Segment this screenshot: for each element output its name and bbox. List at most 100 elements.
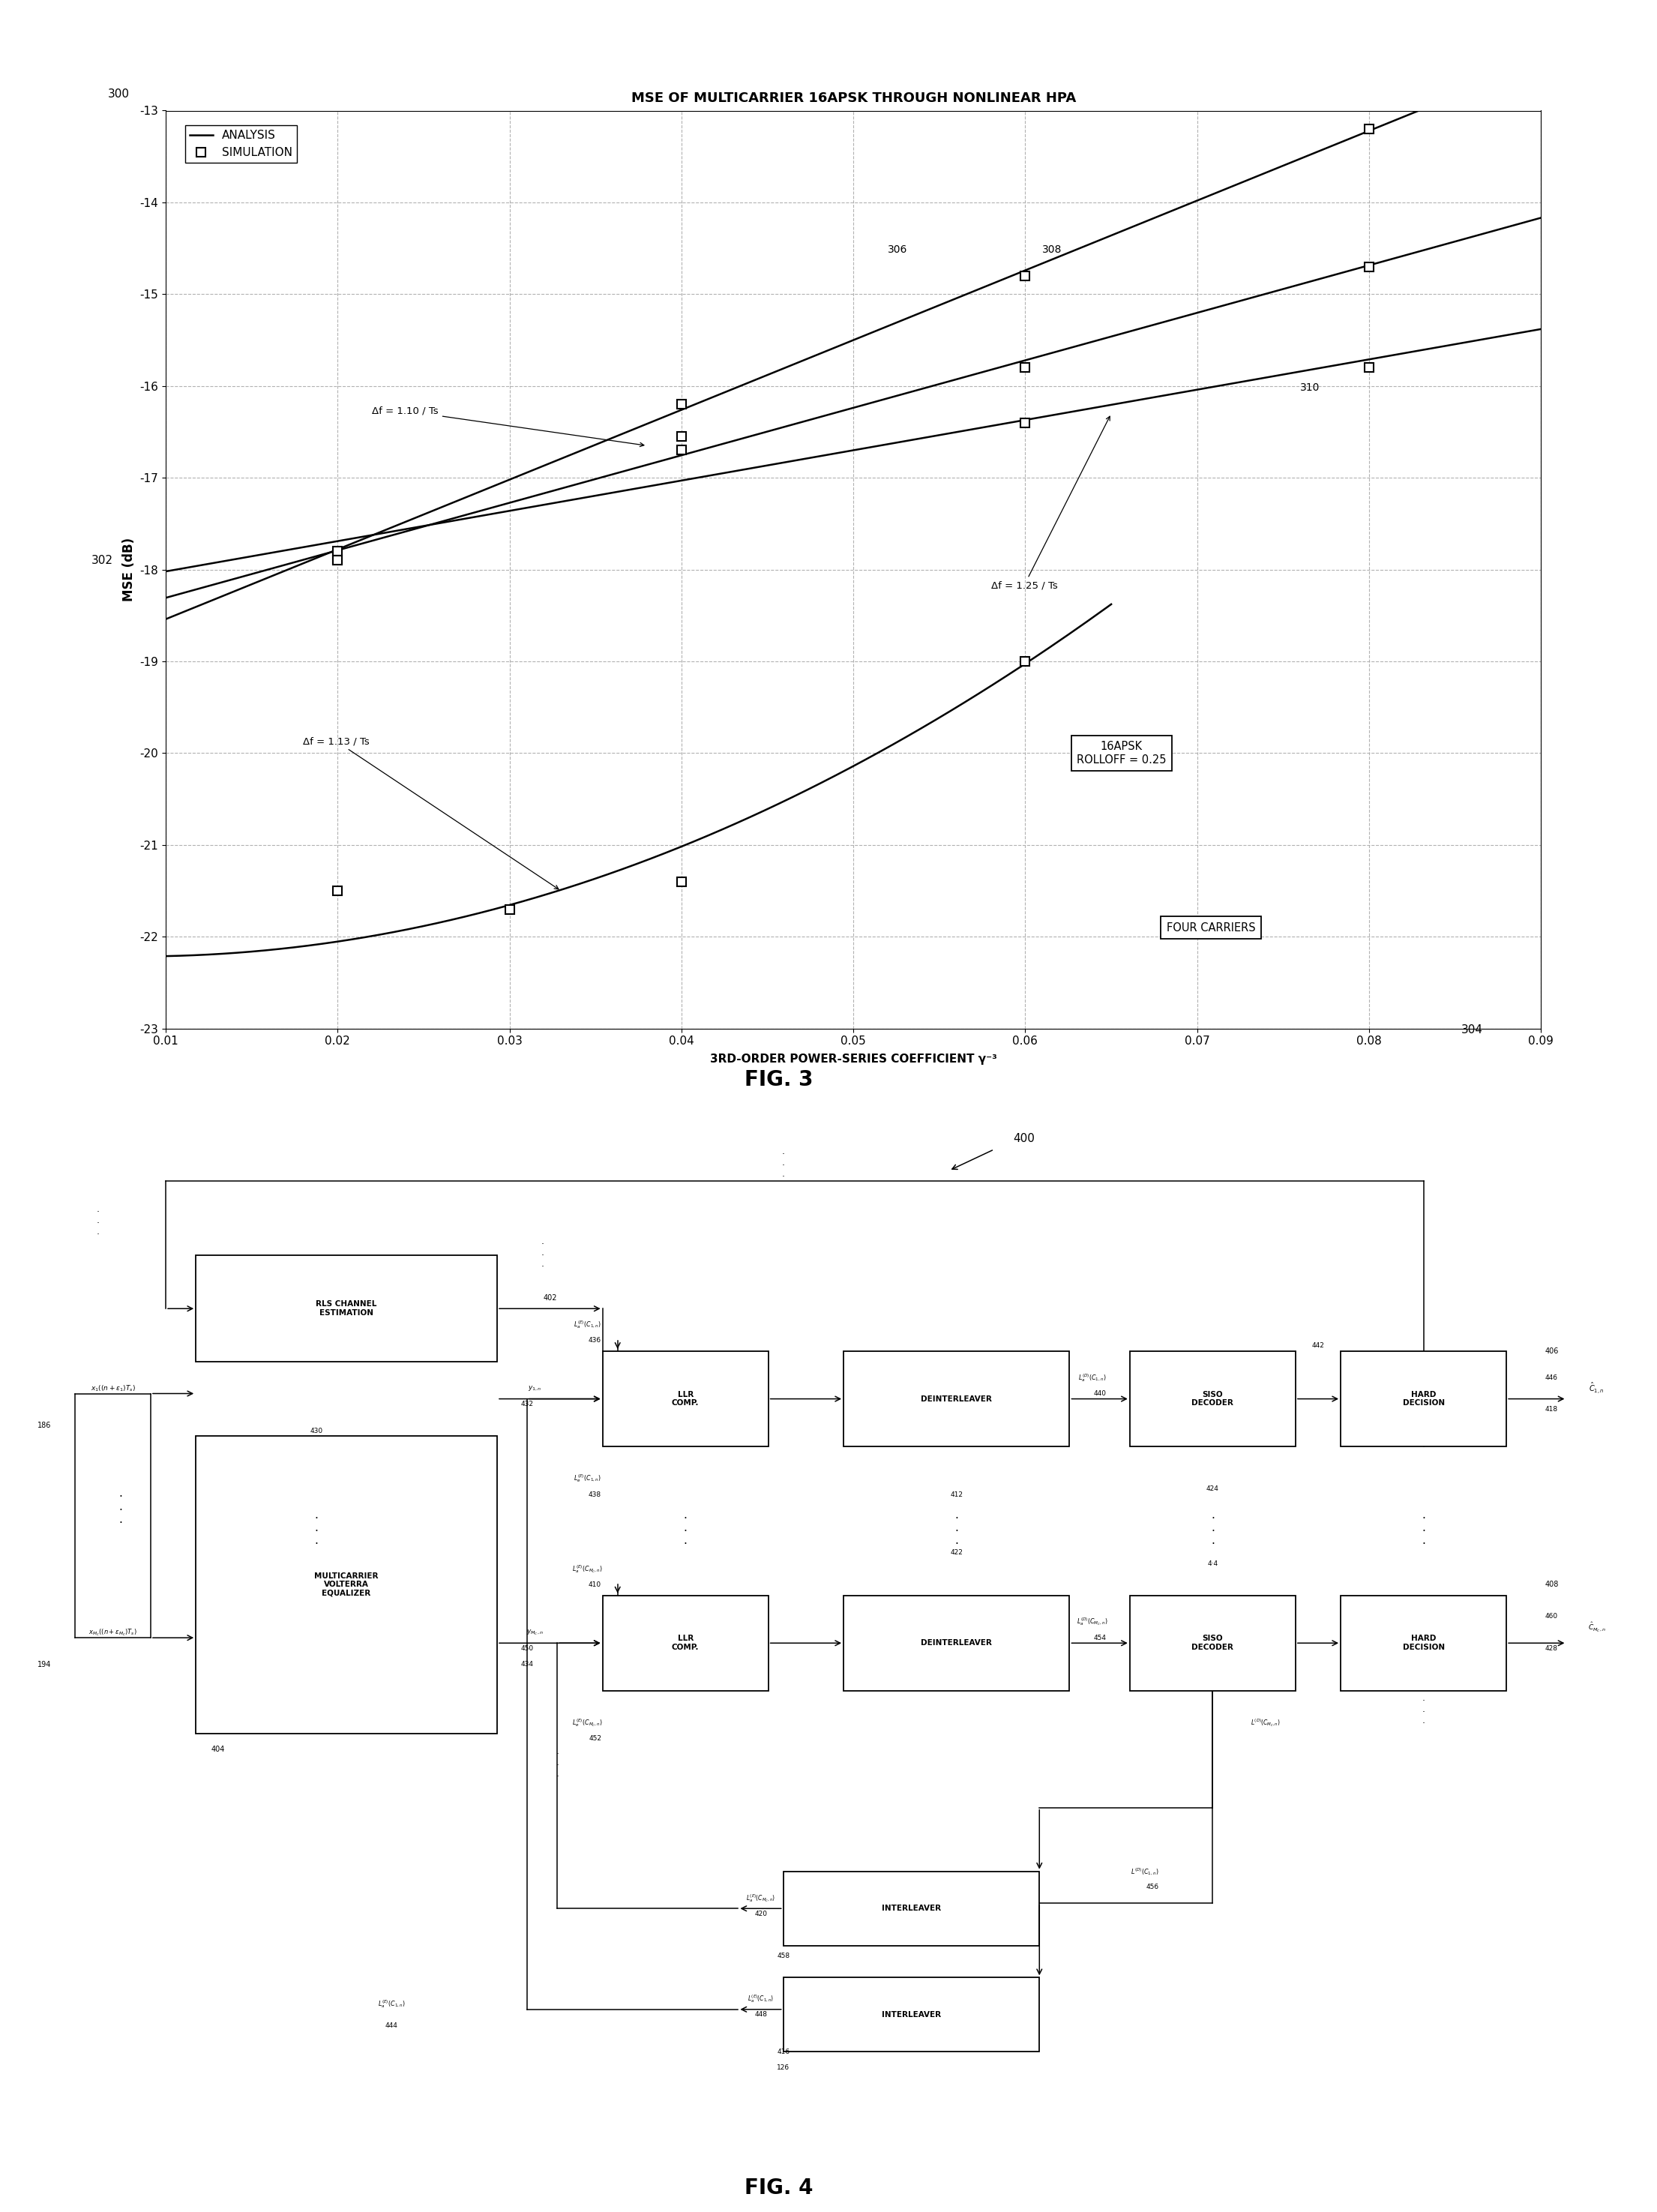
Text: HARD
DECISION: HARD DECISION [1402,1391,1445,1407]
Text: $L_a^{(D)}(C_{M_C,n})$: $L_a^{(D)}(C_{M_C,n})$ [1077,1617,1109,1628]
Text: ·
·
·: · · · [96,1208,99,1239]
Text: $L_a^{(E)}(C_{1,n})$: $L_a^{(E)}(C_{1,n})$ [378,1997,406,2011]
Text: 126: 126 [777,2064,790,2070]
Text: 404: 404 [210,1745,225,1752]
Text: 310: 310 [1301,383,1321,394]
X-axis label: 3RD-ORDER POWER-SERIES COEFFICIENT γ⁻³: 3RD-ORDER POWER-SERIES COEFFICIENT γ⁻³ [709,1053,998,1064]
FancyBboxPatch shape [843,1595,1069,1690]
Text: 438: 438 [588,1491,601,1498]
Text: 424: 424 [1206,1486,1220,1493]
FancyBboxPatch shape [1130,1595,1296,1690]
Text: ·
·
·: · · · [1422,1697,1425,1728]
Text: INTERLEAVER: INTERLEAVER [882,1905,941,1911]
FancyBboxPatch shape [603,1352,769,1447]
Text: SISO
DECODER: SISO DECODER [1191,1635,1233,1650]
Text: ·
·
·: · · · [954,1513,958,1551]
Text: LLR
COMP.: LLR COMP. [671,1391,699,1407]
Text: 406: 406 [1544,1347,1559,1354]
Legend: ANALYSIS, SIMULATION: ANALYSIS, SIMULATION [186,126,297,164]
Text: $L_e^{(E)}(C_{1,n})$: $L_e^{(E)}(C_{1,n})$ [573,1473,601,1484]
Text: 440: 440 [1094,1389,1105,1398]
Text: 458: 458 [777,1953,790,1960]
FancyBboxPatch shape [784,1978,1039,2053]
Text: HARD
DECISION: HARD DECISION [1402,1635,1445,1650]
Text: $x_1((n+\epsilon_1)T_s)$: $x_1((n+\epsilon_1)T_s)$ [91,1382,136,1394]
Text: 308: 308 [1042,246,1062,254]
Text: 408: 408 [1544,1582,1559,1588]
Text: Δf = 1.13 / Ts: Δf = 1.13 / Ts [303,737,558,889]
Text: ·
·
·: · · · [315,1513,318,1551]
Text: 4·4: 4·4 [1208,1559,1218,1566]
FancyBboxPatch shape [843,1352,1069,1447]
Text: $L_e^{(E)}(C_{M_C,n})$: $L_e^{(E)}(C_{M_C,n})$ [572,1717,603,1728]
Text: FIG. 3: FIG. 3 [744,1071,814,1091]
Text: LLR
COMP.: LLR COMP. [671,1635,699,1650]
Text: 450: 450 [520,1646,534,1652]
Text: 418: 418 [1544,1407,1558,1413]
Text: $L_a^{(E)}(C_{1,n})$: $L_a^{(E)}(C_{1,n})$ [747,1993,774,2004]
FancyBboxPatch shape [1341,1352,1506,1447]
Text: $L^{(D)}(C_{M_C,n})$: $L^{(D)}(C_{M_C,n})$ [1251,1717,1281,1728]
Text: FOUR CARRIERS: FOUR CARRIERS [1167,922,1256,933]
Text: ·
·
·: · · · [119,1491,123,1528]
Text: ·
·
·: · · · [1211,1513,1215,1551]
Text: ·
·
·: · · · [782,1150,785,1181]
Text: 304: 304 [1461,1024,1483,1035]
Text: 434: 434 [520,1661,534,1668]
Text: 400: 400 [1014,1133,1036,1144]
Text: 442: 442 [1312,1343,1324,1349]
Text: 454: 454 [1094,1635,1105,1641]
Text: 186: 186 [38,1422,51,1429]
Text: 422: 422 [949,1548,963,1557]
Text: FIG. 4: FIG. 4 [744,2179,814,2199]
Text: 16APSK
ROLLOFF = 0.25: 16APSK ROLLOFF = 0.25 [1077,741,1167,765]
Text: RLS CHANNEL
ESTIMATION: RLS CHANNEL ESTIMATION [316,1301,378,1316]
Text: ·
·
·: · · · [1422,1513,1425,1551]
FancyBboxPatch shape [784,1871,1039,1947]
Text: Δf = 1.25 / Ts: Δf = 1.25 / Ts [991,416,1110,591]
Text: 194: 194 [38,1661,51,1668]
Text: 444: 444 [386,2022,398,2028]
FancyBboxPatch shape [603,1595,769,1690]
Text: DEINTERLEAVER: DEINTERLEAVER [921,1396,993,1402]
Text: $L_a^{(D)}(C_{1,n})$: $L_a^{(D)}(C_{1,n})$ [1079,1371,1107,1382]
Text: 420: 420 [754,1911,767,1918]
Text: 446: 446 [1546,1374,1558,1380]
Y-axis label: MSE (dB): MSE (dB) [123,538,136,602]
Text: $y_{1,n}$: $y_{1,n}$ [529,1385,542,1391]
Text: ·
·
·: · · · [540,1239,543,1272]
Text: ·
·
·: · · · [684,1513,688,1551]
Text: 410: 410 [588,1582,601,1588]
Text: Δf = 1.10 / Ts: Δf = 1.10 / Ts [371,407,645,447]
Text: 436: 436 [588,1336,601,1345]
Text: $L_a^{(E)}(C_{M_C,n})$: $L_a^{(E)}(C_{M_C,n})$ [746,1891,775,1905]
Text: 412: 412 [949,1491,963,1498]
Text: $x_{M_C}((n+\epsilon_{M_C})T_s)$: $x_{M_C}((n+\epsilon_{M_C})T_s)$ [89,1628,138,1637]
Text: 416: 416 [777,2048,790,2055]
Text: $L_a^{(E)}(C_{1,n})$: $L_a^{(E)}(C_{1,n})$ [573,1318,601,1329]
Text: MULTICARRIER
VOLTERRA
EQUALIZER: MULTICARRIER VOLTERRA EQUALIZER [315,1573,378,1597]
Text: 460: 460 [1544,1613,1558,1619]
Text: INTERLEAVER: INTERLEAVER [882,2011,941,2017]
FancyBboxPatch shape [1341,1595,1506,1690]
Text: 402: 402 [543,1294,557,1301]
FancyBboxPatch shape [196,1436,497,1734]
Text: 456: 456 [1147,1885,1158,1891]
Text: $L_a^{(E)}(C_{M_C,n})$: $L_a^{(E)}(C_{M_C,n})$ [572,1564,603,1575]
Text: 448: 448 [754,2011,767,2017]
Text: $L^{(D)}(C_{1,n})$: $L^{(D)}(C_{1,n})$ [1130,1867,1158,1876]
Text: $\hat{C}_{M_C,n}$: $\hat{C}_{M_C,n}$ [1587,1621,1606,1635]
Text: DEINTERLEAVER: DEINTERLEAVER [921,1639,993,1646]
Text: 432: 432 [520,1400,534,1407]
Text: 452: 452 [588,1734,601,1743]
Text: 302: 302 [91,555,113,566]
Text: $\hat{C}_{1,n}$: $\hat{C}_{1,n}$ [1589,1380,1604,1396]
Text: 430: 430 [310,1427,323,1433]
Text: ·
·
·: · · · [555,1750,558,1781]
FancyBboxPatch shape [1130,1352,1296,1447]
Text: SISO
DECODER: SISO DECODER [1191,1391,1233,1407]
Text: 300: 300 [108,88,129,100]
Text: 428: 428 [1546,1646,1558,1652]
Title: MSE OF MULTICARRIER 16APSK THROUGH NONLINEAR HPA: MSE OF MULTICARRIER 16APSK THROUGH NONLI… [631,91,1075,106]
FancyBboxPatch shape [196,1256,497,1363]
